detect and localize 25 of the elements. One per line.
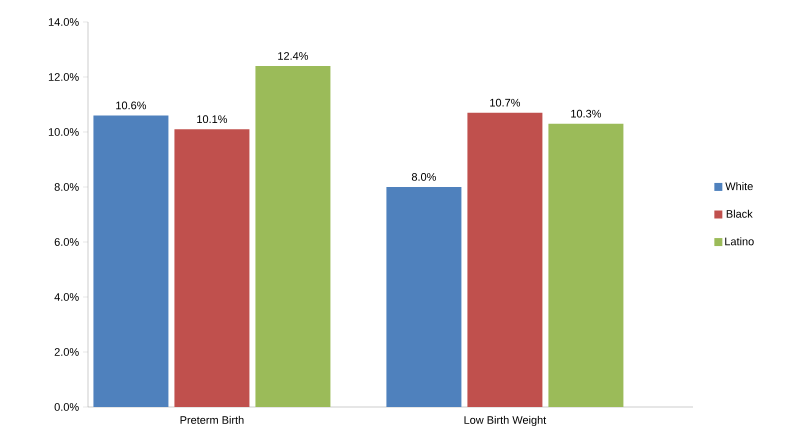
bar: [174, 129, 250, 407]
y-tick-label: 4.0%: [54, 293, 79, 301]
data-label: 10.6%: [116, 102, 146, 110]
bar: [93, 115, 168, 407]
x-tick-label: Low Birth Weight: [464, 416, 546, 426]
bar: [255, 66, 330, 407]
y-tick-label: 0.0%: [54, 403, 79, 411]
legend-label: Latino: [725, 237, 754, 246]
data-label: 10.3%: [571, 110, 602, 118]
legend-label: Black: [726, 210, 753, 218]
bar: [386, 187, 462, 407]
data-label: 12.4%: [278, 52, 308, 60]
y-tick-label: 14.0%: [48, 18, 79, 26]
y-tick-label: 8.0%: [54, 183, 79, 191]
y-tick-label: 2.0%: [54, 348, 79, 356]
data-label: 10.1%: [197, 115, 228, 124]
y-tick-label: 12.0%: [48, 73, 79, 81]
y-tick-label: 10.0%: [48, 128, 79, 136]
data-label: 8.0%: [412, 173, 436, 181]
bar: [467, 112, 542, 407]
data-label: 10.7%: [490, 98, 520, 107]
legend-label: White: [725, 182, 753, 190]
x-tick-label: Preterm Birth: [180, 416, 244, 424]
bar: [548, 124, 624, 407]
y-tick-label: 6.0%: [54, 238, 79, 246]
